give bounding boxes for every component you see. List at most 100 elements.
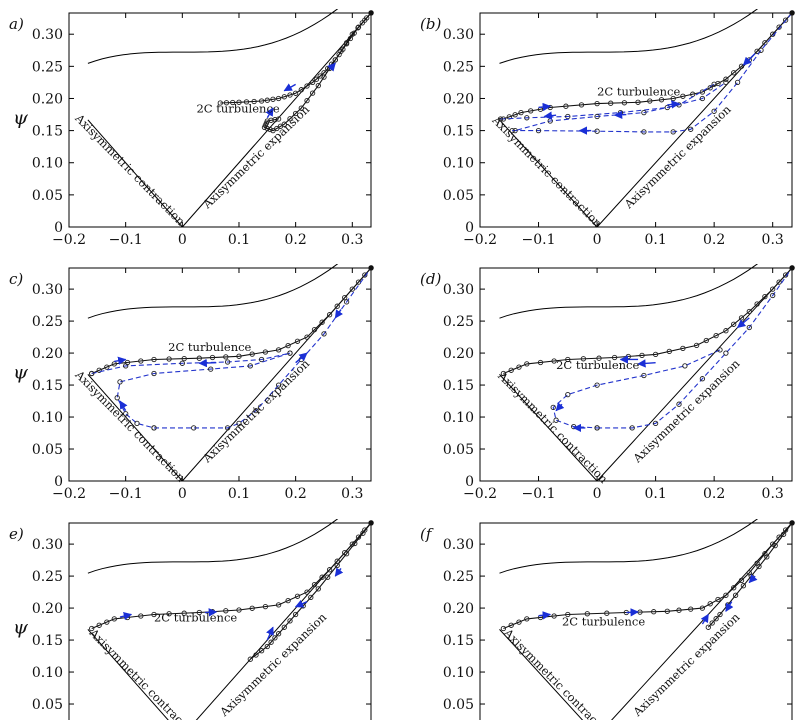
data-point xyxy=(551,613,557,619)
data-point xyxy=(287,350,293,356)
data-point xyxy=(580,356,587,362)
axes-frame xyxy=(68,522,372,720)
data-point xyxy=(553,417,559,423)
data-point xyxy=(551,358,557,364)
y-tick-label: 0.15 xyxy=(443,124,474,140)
direction-arrow xyxy=(119,612,133,621)
data-point xyxy=(723,76,729,82)
direction-arrow xyxy=(725,601,734,612)
data-point xyxy=(208,366,214,372)
data-point xyxy=(249,605,255,611)
x-tick-label: 0.1 xyxy=(644,232,666,248)
direction-arrow xyxy=(543,111,557,120)
data-point xyxy=(342,294,348,301)
y-tick-label: 0.30 xyxy=(32,27,63,43)
data-point xyxy=(236,353,242,359)
two-component-limit xyxy=(499,264,759,319)
axisymmetric-expansion-label: Axisymmetric expansion xyxy=(621,102,734,212)
x-tick-label: 0.1 xyxy=(228,486,250,502)
data-point xyxy=(578,102,585,108)
x-tick-label: 0.2 xyxy=(285,232,307,248)
x-tick-label: −0.2 xyxy=(463,232,497,248)
data-point xyxy=(707,601,713,607)
data-point xyxy=(236,420,242,427)
data-point xyxy=(723,79,729,86)
x-tick-label: −0.2 xyxy=(52,232,86,248)
y-tick-label: 0.30 xyxy=(443,282,474,298)
x-tick-label: 0 xyxy=(593,486,602,502)
axes-frame xyxy=(479,12,793,228)
y-tick-label: 0.10 xyxy=(32,156,63,172)
direction-arrow xyxy=(327,62,336,72)
axisymmetric-expansion-label: Axisymmetric expansion xyxy=(630,356,743,466)
data-point xyxy=(680,345,686,352)
data-point xyxy=(334,303,340,309)
direction-arrow xyxy=(266,626,274,641)
data-point xyxy=(707,85,713,91)
data-point xyxy=(321,331,327,337)
data-point xyxy=(713,616,719,622)
x-tick-label: 0.3 xyxy=(762,486,784,502)
data-point xyxy=(604,610,610,616)
data-point xyxy=(89,370,95,377)
data-point xyxy=(746,324,752,331)
data-point xyxy=(332,57,338,63)
data-point xyxy=(270,127,276,134)
panel-5: 0.05 0.10 0.15 0.20 0.25 0.30 e) ψ 2C turbulence… xyxy=(9,519,374,720)
data-point xyxy=(782,17,789,23)
panel-label: (d) xyxy=(420,270,441,288)
data-point xyxy=(693,342,700,349)
data-point xyxy=(776,279,782,285)
data-point xyxy=(343,299,350,305)
direction-arrow xyxy=(748,574,758,584)
data-point xyxy=(253,652,259,658)
two-component-limit xyxy=(499,519,759,574)
x-tick-label: −0.1 xyxy=(109,232,143,248)
data-point xyxy=(565,391,571,398)
trajectory-line xyxy=(91,267,372,375)
direction-arrow xyxy=(742,52,756,66)
y-tick-label: 0.30 xyxy=(32,537,63,553)
y-tick-label: 0.05 xyxy=(443,188,474,204)
two-c-turbulence-label: 2C turbulence xyxy=(168,340,251,354)
trajectory-line xyxy=(116,352,291,429)
data-point xyxy=(641,109,647,116)
data-point xyxy=(311,326,318,333)
panel-label: c) xyxy=(9,270,23,288)
direction-arrow xyxy=(334,567,344,577)
data-point xyxy=(315,82,321,89)
data-point xyxy=(326,567,333,573)
direction-arrow xyxy=(667,100,680,109)
y-tick-label: 0.15 xyxy=(32,633,63,649)
data-point xyxy=(770,286,776,292)
data-point xyxy=(181,355,187,362)
data-point xyxy=(756,563,762,570)
data-point xyxy=(223,608,229,614)
panel-label: a) xyxy=(9,15,24,33)
y-axis-label: ψ xyxy=(13,362,29,384)
two-c-turbulence-label: 2C turbulence xyxy=(597,84,680,98)
data-point xyxy=(738,577,745,584)
direction-arrow xyxy=(637,359,656,368)
data-point xyxy=(518,109,524,116)
y-tick-label: 0.25 xyxy=(443,569,474,585)
isotropic-corner-point xyxy=(789,520,795,526)
data-point xyxy=(355,24,362,30)
data-point xyxy=(500,370,507,377)
direction-arrow xyxy=(334,309,344,319)
axes-frame xyxy=(68,267,372,482)
data-point xyxy=(565,113,571,120)
data-point xyxy=(251,98,257,105)
axisymmetric-expansion-line xyxy=(596,267,793,482)
axisymmetric-contraction-line xyxy=(499,119,598,228)
data-point xyxy=(611,354,618,361)
data-point xyxy=(713,332,719,339)
data-point xyxy=(304,97,310,104)
data-point xyxy=(535,127,542,134)
y-tick-label: 0.10 xyxy=(443,665,474,681)
data-point xyxy=(224,359,231,365)
data-point xyxy=(138,358,144,364)
data-point xyxy=(179,360,185,366)
